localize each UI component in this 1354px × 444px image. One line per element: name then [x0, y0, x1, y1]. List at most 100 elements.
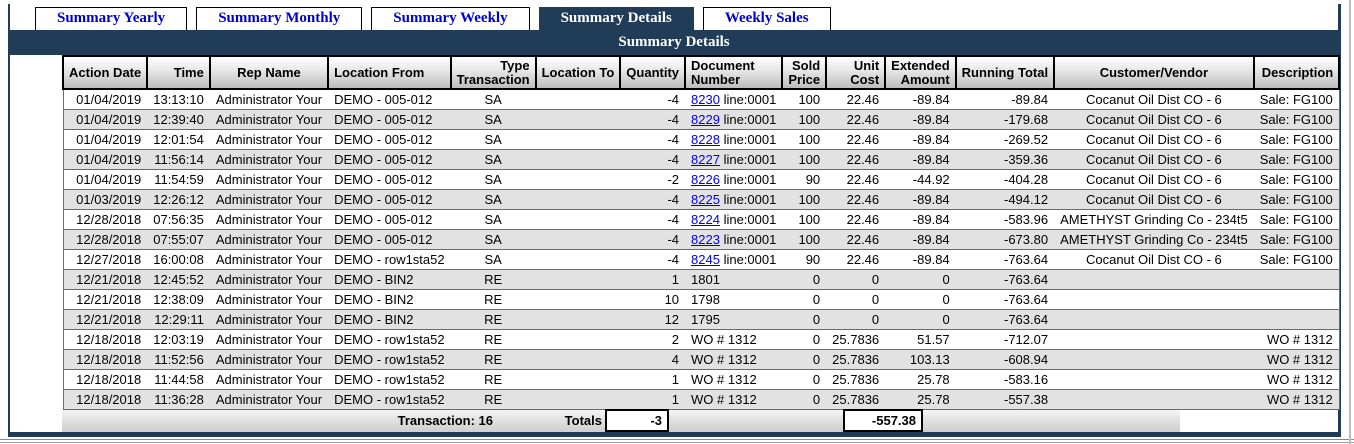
cell-rep-name: Administrator Your — [209, 349, 329, 370]
cell-location-to — [535, 269, 621, 290]
cell-quantity: 1 — [620, 369, 686, 390]
document-link[interactable]: 8223 — [691, 232, 720, 247]
cell-extended-amount: 0 — [885, 289, 956, 310]
cell-quantity: -2 — [620, 169, 686, 190]
cell-rep-name: Administrator Your — [209, 169, 329, 190]
cell-location-to — [535, 369, 621, 390]
page-title: Summary Details — [618, 34, 730, 50]
cell-sold-price: 100 — [782, 189, 827, 210]
cell-rep-name: Administrator Your — [209, 229, 329, 250]
table-row: 01/03/2019 12:26:12 Administrator Your DEMO… — [63, 189, 1340, 210]
cell-location-from: DEMO - 005-012 — [328, 189, 451, 210]
cell-quantity: -4 — [620, 149, 686, 170]
cell-document-number: 8230 line:0001 — [685, 89, 783, 110]
cell-running-total: -583.16 — [955, 369, 1055, 390]
cell-description: Sale: FG100 — [1253, 109, 1340, 130]
cell-location-to — [535, 129, 621, 150]
cell-location-to — [535, 109, 621, 130]
cell-location-from: DEMO - 005-012 — [328, 89, 451, 110]
cell-sold-price: 100 — [782, 129, 827, 150]
tab-summary-details[interactable]: Summary Details — [538, 7, 694, 30]
cell-time: 12:03:19 — [147, 329, 210, 350]
cell-document-number: WO # 1312 — [685, 369, 783, 390]
tab-summary-weekly[interactable]: Summary Weekly — [371, 7, 530, 30]
document-link[interactable]: 8227 — [691, 152, 720, 167]
extended-amount-total-input[interactable] — [843, 409, 923, 432]
document-link[interactable]: 8226 — [691, 172, 720, 187]
cell-customer-vendor: Cocanut Oil Dist CO - 6 — [1054, 149, 1254, 170]
cell-customer-vendor: Cocanut Oil Dist CO - 6 — [1054, 169, 1254, 190]
col-header-description: Description — [1252, 55, 1341, 90]
cell-document-number: WO # 1312 — [685, 389, 783, 410]
cell-rep-name: Administrator Your — [209, 329, 329, 350]
cell-description — [1253, 309, 1340, 330]
cell-quantity: -4 — [620, 229, 686, 250]
cell-running-total: -673.80 — [955, 229, 1055, 250]
cell-document-number: 8223 line:0001 — [685, 229, 783, 250]
col-header-time: Time — [146, 55, 211, 90]
tab-summary-monthly[interactable]: Summary Monthly — [196, 7, 363, 30]
cell-extended-amount: -89.84 — [885, 89, 956, 110]
cell-running-total: -763.64 — [955, 289, 1055, 310]
table-header: Action Date Time Rep Name Location From Type… — [61, 55, 1341, 90]
cell-description: Sale: FG100 — [1253, 209, 1340, 230]
document-link[interactable]: 8230 — [691, 92, 720, 107]
cell-rep-name: Administrator Your — [209, 289, 329, 310]
transaction-count-label: Transaction: 16 — [397, 413, 493, 428]
cell-action-date: 12/28/2018 — [63, 209, 148, 230]
cell-type-transaction: SA — [450, 169, 536, 190]
table-row: 12/18/2018 11:44:58 Administrator Your DEMO… — [63, 369, 1340, 390]
document-link[interactable]: 8245 — [691, 252, 720, 267]
cell-customer-vendor — [1054, 289, 1254, 310]
col-header-type-transaction: Type Transaction — [449, 55, 537, 90]
cell-action-date: 12/27/2018 — [63, 249, 148, 270]
cell-time: 07:55:07 — [147, 229, 210, 250]
cell-location-from: DEMO - BIN2 — [328, 269, 451, 290]
cell-type-transaction: RE — [450, 389, 536, 410]
col-header-action-date: Action Date — [61, 55, 149, 90]
document-link[interactable]: 8225 — [691, 192, 720, 207]
document-link[interactable]: 8229 — [691, 112, 720, 127]
cell-document-number: 8245 line:0001 — [685, 249, 783, 270]
cell-quantity: 12 — [620, 309, 686, 330]
cell-sold-price: 0 — [782, 329, 827, 350]
cell-running-total: -179.68 — [955, 109, 1055, 130]
col-header-location-from: Location From — [327, 55, 452, 90]
cell-description: WO # 1312 — [1253, 329, 1340, 350]
cell-customer-vendor — [1054, 349, 1254, 370]
cell-location-from: DEMO - row1sta52 — [328, 329, 451, 350]
cell-running-total: -494.12 — [955, 189, 1055, 210]
cell-action-date: 12/21/2018 — [63, 289, 148, 310]
cell-type-transaction: SA — [450, 249, 536, 270]
cell-time: 16:00:08 — [147, 249, 210, 270]
cell-quantity: 10 — [620, 289, 686, 310]
cell-rep-name: Administrator Your — [209, 89, 329, 110]
document-link[interactable]: 8224 — [691, 212, 720, 227]
cell-rep-name: Administrator Your — [209, 209, 329, 230]
cell-customer-vendor: AMETHYST Grinding Co - 234t5 — [1054, 229, 1254, 250]
cell-quantity: -4 — [620, 89, 686, 110]
cell-running-total: -583.96 — [955, 209, 1055, 230]
tab-weekly-sales[interactable]: Weekly Sales — [702, 7, 831, 30]
table-row: 01/04/2019 13:13:10 Administrator Your DEMO… — [63, 89, 1340, 110]
cell-description: Sale: FG100 — [1253, 89, 1340, 110]
document-link[interactable]: 8228 — [691, 132, 720, 147]
cell-document-number: WO # 1312 — [685, 329, 783, 350]
tab-summary-yearly[interactable]: Summary Yearly — [35, 7, 188, 30]
cell-action-date: 12/21/2018 — [63, 309, 148, 330]
table-row: 12/28/2018 07:56:35 Administrator Your DEMO… — [63, 209, 1340, 230]
cell-time: 12:29:11 — [147, 309, 210, 330]
cell-description: Sale: FG100 — [1253, 229, 1340, 250]
cell-type-transaction: SA — [450, 129, 536, 150]
cell-running-total: -89.84 — [955, 89, 1055, 110]
table-row: 01/04/2019 12:39:40 Administrator Your DEMO… — [63, 109, 1340, 130]
col-header-sold-price: Sold Price — [781, 55, 828, 90]
cell-quantity: 4 — [620, 349, 686, 370]
cell-customer-vendor: Cocanut Oil Dist CO - 6 — [1054, 109, 1254, 130]
cell-customer-vendor: Cocanut Oil Dist CO - 6 — [1054, 89, 1254, 110]
table-row: 12/21/2018 12:38:09 Administrator Your DEMO… — [63, 289, 1340, 310]
bottom-divider — [0, 439, 1354, 443]
quantity-total-input[interactable] — [605, 409, 669, 432]
cell-customer-vendor — [1054, 269, 1254, 290]
col-header-unit-cost: Unit Cost — [825, 55, 887, 90]
